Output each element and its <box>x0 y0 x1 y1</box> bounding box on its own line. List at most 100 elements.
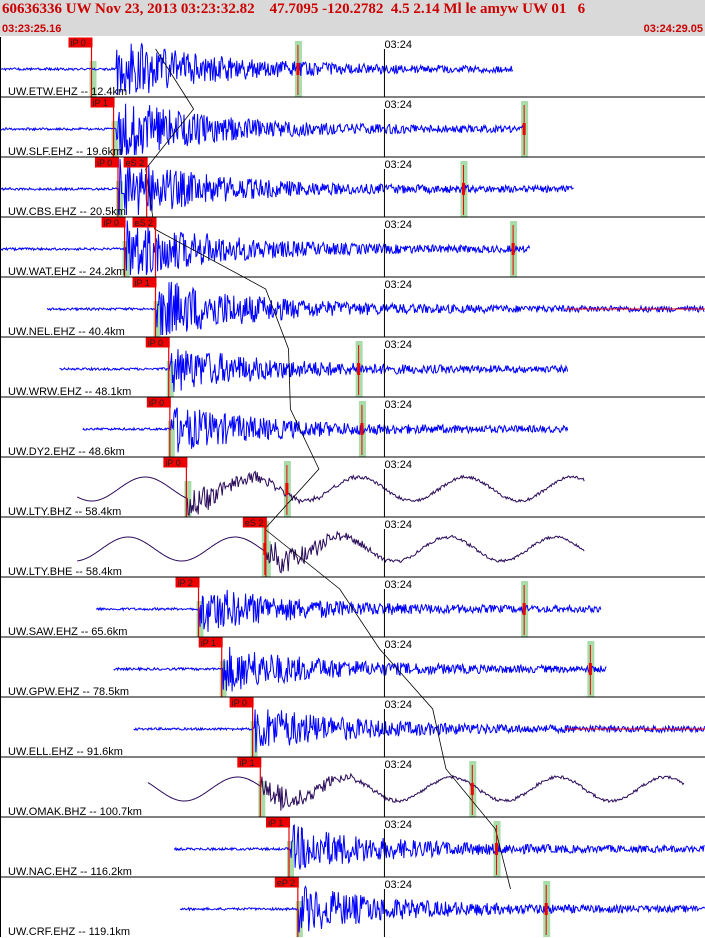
station-label: UW.OMAK.BHZ -- 100.7km <box>8 806 142 818</box>
coda-end-marker <box>588 663 592 675</box>
title-bar: 60636336 UW Nov 23, 2013 03:23:32.82 47.… <box>0 0 705 36</box>
minute-label: 03:24 <box>384 759 412 771</box>
minute-label: 03:24 <box>384 459 412 471</box>
coda-end-marker <box>511 243 515 255</box>
coda-end-marker <box>461 183 465 195</box>
p-pick-label: eP 2 <box>277 878 295 888</box>
analysis-window <box>258 781 266 817</box>
waveform-trace <box>179 885 705 933</box>
station-label: UW.WAT.EHZ -- 24.2km <box>8 266 125 278</box>
analysis-window <box>167 421 175 457</box>
p-pick-label: iP 0 <box>165 458 180 468</box>
s-pick-label: eS 2 <box>245 518 264 528</box>
p-pick-flag <box>274 877 299 888</box>
s-pick-label: eS 2 <box>126 158 145 168</box>
end-time-label: 03:24:29.05 <box>643 23 703 35</box>
minute-label: 03:24 <box>384 579 412 591</box>
pick-markers: iP 0 iP 1 iP 0 eS 2 iP 0 eS 2 iP 1 iP 0 iP 0 iP 0… <box>68 37 592 937</box>
p-pick-label: iP 2 <box>178 578 193 588</box>
event-title: 60636336 UW Nov 23, 2013 03:23:32.82 47.… <box>2 1 586 17</box>
analysis-window <box>287 841 295 877</box>
station-label: UW.CBS.EHZ -- 20.5km <box>8 206 126 218</box>
analysis-windows <box>89 41 595 937</box>
p-pick-flag <box>266 817 291 828</box>
p-pick-flag <box>90 97 115 108</box>
coda-end-marker <box>285 483 289 495</box>
station-label: UW.NEL.EHZ -- 40.4km <box>8 326 125 338</box>
p-pick-label: iP 1 <box>134 278 149 288</box>
travel-time-curve <box>145 48 511 890</box>
coda-end-marker <box>522 603 526 615</box>
minute-label: 03:24 <box>384 819 412 831</box>
p-pick-flag <box>145 337 170 348</box>
p-pick-label: iP 0 <box>70 38 85 48</box>
minute-label: 03:24 <box>384 639 412 651</box>
waveform-trace <box>59 349 569 392</box>
station-label: UW.SAW.EHZ -- 65.6km <box>8 626 127 638</box>
coda-end-marker <box>544 903 548 915</box>
waveform-trace <box>0 158 574 216</box>
coda-end-marker <box>522 123 526 135</box>
p-pick-flag <box>198 637 223 648</box>
waveform-trace <box>46 281 705 336</box>
coda-end-marker <box>296 63 300 75</box>
waveform-trace <box>0 220 531 276</box>
waveform-trace <box>113 646 607 692</box>
travel-time-curve-line <box>145 48 511 890</box>
p-pick-flag <box>94 157 119 168</box>
waveform-trace <box>77 530 585 574</box>
p-pick-flag <box>229 697 254 708</box>
p-pick-label: iP 0 <box>232 698 247 708</box>
traces <box>0 43 705 933</box>
p-pick-flag <box>68 37 93 48</box>
minute-label: 03:24 <box>384 519 412 531</box>
analysis-window <box>250 721 258 757</box>
p-pick-label: iP 0 <box>104 218 119 228</box>
p-pick-flag <box>237 757 262 768</box>
p-pick-flag <box>101 217 126 228</box>
p-pick-label: iP 0 <box>97 158 112 168</box>
minute-label: 03:24 <box>384 279 412 291</box>
station-label: UW.ELL.EHZ -- 91.6km <box>8 746 123 758</box>
station-label: UW.CRF.EHZ -- 119.1km <box>8 926 130 938</box>
waveform-trace <box>133 709 705 753</box>
station-label: UW.LTY.BHE -- 58.4km <box>8 566 122 578</box>
seismogram-plot: iP 0 iP 1 iP 0 eS 2 iP 0 eS 2 iP 1 iP 0 iP 0 iP 0… <box>0 37 705 938</box>
analysis-window <box>166 361 174 397</box>
waveform-trace <box>82 407 569 453</box>
s-pick-flag <box>242 517 267 528</box>
p-pick-label: iP 0 <box>149 398 164 408</box>
waveform-trace <box>76 470 585 516</box>
waveform-trace <box>173 824 705 870</box>
waveform-trace <box>0 103 525 156</box>
minute-label: 03:24 <box>384 159 412 171</box>
p-pick-flag <box>132 277 157 288</box>
coda-end-marker <box>360 423 364 435</box>
minute-label: 03:24 <box>384 39 412 51</box>
minute-label: 03:24 <box>384 879 412 891</box>
analysis-window <box>111 121 119 157</box>
p-pick-label: iP 1 <box>268 818 283 828</box>
coda-end-marker <box>357 363 361 375</box>
p-pick-flag <box>175 577 200 588</box>
minute-label: 03:24 <box>384 219 412 231</box>
station-label: UW.ETW.EHZ -- 12.4km <box>8 86 127 98</box>
p-pick-flag <box>146 397 171 408</box>
analysis-window <box>184 481 192 517</box>
station-label: UW.GPW.EHZ -- 78.5km <box>8 686 129 698</box>
p-pick-label: iP 1 <box>201 638 216 648</box>
minute-label: 03:24 <box>384 99 412 111</box>
waveform-trace <box>95 589 602 632</box>
p-pick-label: iP 1 <box>239 758 254 768</box>
minute-label: 03:24 <box>384 339 412 351</box>
minute-label: 03:24 <box>384 399 412 411</box>
station-label: UW.DY2.EHZ -- 48.6km <box>8 446 125 458</box>
waveform-trace <box>147 772 685 811</box>
coda-end-marker <box>470 783 474 795</box>
station-label: UW.LTY.BHZ -- 58.4km <box>8 506 121 518</box>
minute-label: 03:24 <box>384 699 412 711</box>
s-pick-flag <box>132 217 157 228</box>
coda-end-marker <box>263 543 267 555</box>
coda-end-marker <box>495 843 499 855</box>
s-pick-label: eS 2 <box>134 218 153 228</box>
